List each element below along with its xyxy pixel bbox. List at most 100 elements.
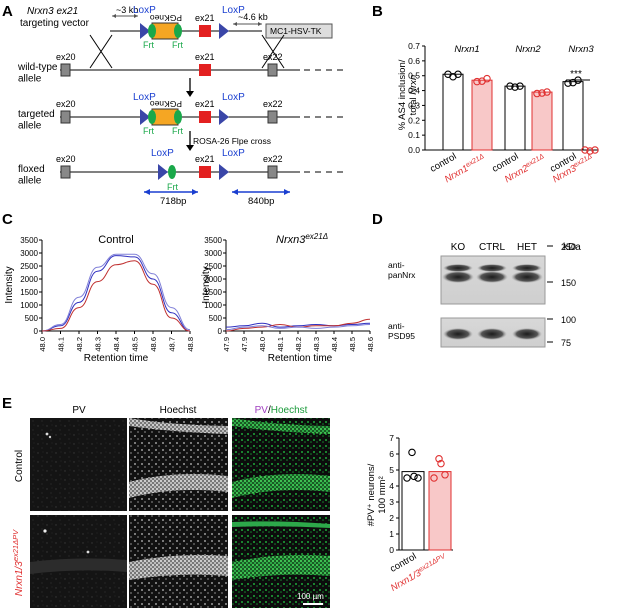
- down-arrow-head: [186, 91, 194, 97]
- c-x-tick-label: 48.4: [330, 337, 339, 352]
- e-data-point: [437, 459, 445, 468]
- e-col-pv: PV: [72, 405, 86, 416]
- b-y-tick-label: 0.5: [408, 71, 420, 81]
- blot-band: [477, 264, 507, 272]
- e-y-tick-label: 6: [389, 449, 394, 459]
- merge-band: [232, 554, 330, 580]
- ex22-exon: [267, 165, 278, 179]
- b-data-point: [543, 88, 551, 96]
- c-y-tick-label: 1000: [204, 301, 222, 310]
- c-x-tick-label: 48.3: [94, 337, 103, 352]
- rosa-cross-label: ROSA-26 Flpe cross: [193, 136, 271, 146]
- c-y-tick-label: 0: [34, 327, 39, 336]
- e-y-tick-label: 2: [389, 513, 394, 523]
- frt-label: Frt: [172, 126, 183, 136]
- blot-band: [443, 264, 473, 272]
- blot-band: [512, 328, 542, 340]
- e-data-point: [435, 455, 443, 463]
- c-x-tick-label: 48.4: [112, 337, 121, 352]
- pgkneo-label: PGKneo: [150, 13, 182, 23]
- e-y-tick-label: 5: [389, 465, 394, 475]
- ex22-label: ex22: [263, 52, 283, 62]
- e-data-point: [408, 448, 416, 457]
- loxp-triangle: [219, 164, 229, 180]
- panel-letter-b: B: [372, 3, 383, 20]
- frt-label: Frt: [143, 40, 154, 50]
- b-data-point: [533, 89, 541, 98]
- b-bar: [504, 85, 526, 151]
- b-y-tick-label: 0.3: [408, 100, 420, 110]
- crossover-line: [89, 34, 113, 69]
- blot2-label: anti-PSD95: [388, 321, 415, 341]
- ex22-exon: [267, 63, 278, 77]
- ex21-exon: [199, 166, 211, 178]
- b-gene-label: Nrxn2: [515, 44, 541, 55]
- ex21-label: ex21: [195, 99, 215, 109]
- loxp-label: LoxP: [222, 92, 245, 103]
- e-y-tick-label: 7: [389, 433, 394, 443]
- b-gene-label: Nrxn1: [454, 44, 479, 55]
- panel-letter-e: E: [2, 395, 12, 412]
- e-ylabel-line2: 100 mm²: [377, 476, 388, 513]
- hoechst-band: [129, 554, 228, 580]
- e-row-mutant: Nrxn1/3ex21ΔPV: [11, 529, 25, 596]
- loxp-label: LoxP: [133, 92, 156, 103]
- ex21-exon: [199, 111, 211, 123]
- primer-arrowheads: [232, 189, 290, 195]
- ex21-label: ex21: [195, 13, 215, 23]
- b-y-tick-label: 0.4: [408, 86, 420, 96]
- b-data-point: [506, 82, 514, 90]
- b-ylabel-line1: % AS4 inclusion/: [397, 59, 408, 130]
- ex20-exon: [60, 110, 71, 124]
- ex21-exon: [199, 64, 211, 76]
- c-y-tick-label: 2000: [20, 275, 38, 284]
- blot-band: [442, 271, 474, 283]
- ex20-exon: [60, 63, 71, 77]
- lane-label-ctrl: CTRL: [479, 242, 506, 253]
- c-y-tick-label: 500: [209, 314, 223, 323]
- panel-a: A Nrxn3 ex21 targeting vector ~3 kb ~4.6…: [2, 3, 344, 207]
- c-series-line: [225, 322, 371, 328]
- c-y-tick-label: 1500: [204, 288, 222, 297]
- e-bar: [428, 471, 452, 551]
- c-right-ylabel: Intensity: [201, 266, 212, 303]
- ex20-label: ex20: [56, 52, 76, 62]
- loxp-triangle: [140, 109, 150, 125]
- ex22-exon: [267, 110, 278, 124]
- b-data-point: [454, 70, 462, 78]
- b-y-tick-label: 0.0: [408, 145, 420, 155]
- c-left-ylabel: Intensity: [4, 266, 15, 303]
- c-x-tick-label: 47.9: [222, 337, 231, 352]
- merge-band: [232, 474, 330, 498]
- kda-label: kDa: [563, 242, 581, 253]
- b-data-point: [473, 77, 481, 86]
- dist-right-label: ~4.6 kb: [238, 12, 268, 22]
- crossover-line: [261, 34, 285, 69]
- panel-letter-c: C: [2, 211, 13, 228]
- ex22-label: ex22: [263, 99, 283, 109]
- hoechst-band: [129, 418, 228, 434]
- b-ylabel-line2: total Nrxn: [408, 75, 419, 116]
- c-left-xlabel: Retention time: [84, 353, 149, 364]
- frt-label: Frt: [167, 182, 178, 192]
- b-y-tick-label: 0.1: [408, 130, 420, 140]
- ex21-label: ex21: [195, 52, 215, 62]
- e-y-tick-label: 4: [389, 481, 394, 491]
- loxp-label: LoxP: [151, 148, 174, 159]
- mc1-box: [265, 23, 333, 39]
- pv-cell: [48, 435, 52, 439]
- c-y-tick-label: 3000: [204, 249, 222, 258]
- panel-c: C Control Nrxn3ex21Δ Intensity Intensity…: [2, 211, 375, 364]
- down-arrow-head: [186, 145, 194, 151]
- b-data-point: [581, 146, 589, 154]
- dist-left-label: ~3 kb: [116, 5, 138, 15]
- b-bar: [442, 73, 464, 151]
- c-y-tick-label: 0: [218, 327, 223, 336]
- bp-840-label: 840bp: [248, 196, 274, 207]
- loxp-label: LoxP: [133, 5, 156, 16]
- c-series-line: [225, 324, 371, 331]
- panel-e: E PV Hoechst PV/Hoechst Control Nrxn1/3e…: [2, 395, 453, 608]
- e-data-point: [430, 474, 438, 482]
